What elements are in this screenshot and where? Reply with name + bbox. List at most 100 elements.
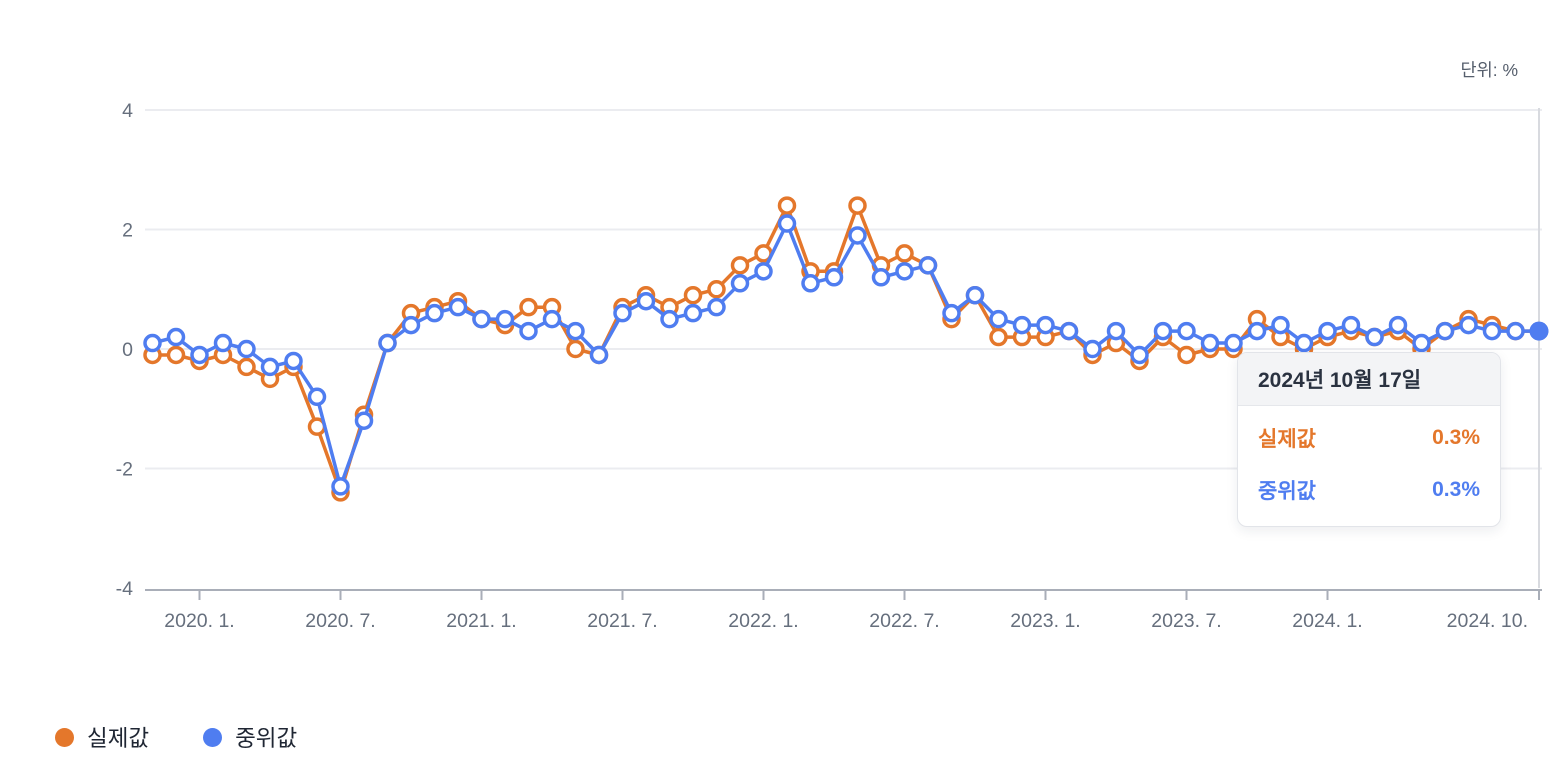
x-tick-label: 2020. 7. xyxy=(305,610,375,632)
actual-data-point[interactable] xyxy=(1177,345,1196,365)
median-data-point[interactable] xyxy=(472,309,491,329)
median-data-point[interactable] xyxy=(613,303,632,323)
median-data-point[interactable] xyxy=(589,345,609,365)
legend-dot-median-icon xyxy=(203,727,223,747)
unit-label: 단위: % xyxy=(1460,60,1518,80)
x-tick-label: 2021. 7. xyxy=(587,610,657,632)
x-tick-label: 2022. 7. xyxy=(869,610,939,632)
median-data-point[interactable] xyxy=(378,333,397,353)
median-data-point[interactable] xyxy=(1318,321,1337,341)
median-data-point[interactable] xyxy=(542,309,562,329)
median-data-point[interactable] xyxy=(448,297,468,317)
actual-data-point[interactable] xyxy=(566,339,585,359)
median-data-point[interactable] xyxy=(1083,339,1102,359)
y-tick-label: -2 xyxy=(116,459,133,481)
tooltip-row-actual: 실제값 0.3% xyxy=(1238,412,1500,464)
median-data-point[interactable] xyxy=(1036,315,1055,335)
median-data-point[interactable] xyxy=(777,214,797,233)
median-data-point[interactable] xyxy=(707,297,726,317)
median-data-point[interactable] xyxy=(871,268,891,287)
median-data-point[interactable] xyxy=(1200,333,1220,353)
y-tick-label: -4 xyxy=(116,578,133,600)
median-data-point[interactable] xyxy=(1482,321,1502,341)
y-tick-label: 2 xyxy=(122,220,133,242)
x-tick-label: 2020. 1. xyxy=(164,610,234,632)
median-data-point[interactable] xyxy=(260,357,280,377)
median-data-point[interactable] xyxy=(331,477,350,496)
tooltip-row-median: 중위값 0.3% xyxy=(1238,464,1500,516)
actual-data-point[interactable] xyxy=(895,244,914,263)
legend-item-median[interactable]: 중위값 xyxy=(203,721,297,753)
y-tick-label: 0 xyxy=(122,339,133,361)
median-data-point[interactable] xyxy=(401,315,421,335)
actual-data-point[interactable] xyxy=(166,345,186,365)
line-chart[interactable]: 2020. 1. 2020. 7. 2021. 1. 2021. 7. 2022. 1.… xyxy=(0,0,1560,660)
actual-data-point[interactable] xyxy=(683,285,703,305)
active-point-dot[interactable] xyxy=(1529,321,1549,341)
median-data-point[interactable] xyxy=(1341,315,1361,335)
median-data-point[interactable] xyxy=(660,309,679,329)
median-data-point[interactable] xyxy=(636,291,656,311)
legend-item-actual[interactable]: 실제값 xyxy=(55,721,149,753)
median-data-point[interactable] xyxy=(237,339,256,359)
median-data-point[interactable] xyxy=(425,303,444,323)
actual-data-point[interactable] xyxy=(730,256,750,275)
legend-label-actual: 실제값 xyxy=(87,726,150,751)
median-data-point[interactable] xyxy=(1224,333,1243,353)
legend-label-median: 중위값 xyxy=(235,726,298,751)
tooltip-date: 2024년 10월 17일 xyxy=(1238,353,1500,406)
x-tick-label: 2021. 1. xyxy=(446,610,516,632)
median-data-point[interactable] xyxy=(566,321,585,341)
median-data-point[interactable] xyxy=(754,262,773,281)
median-data-point[interactable] xyxy=(1294,333,1314,353)
median-data-point[interactable] xyxy=(519,321,538,341)
median-data-point[interactable] xyxy=(284,351,303,371)
legend-dot-actual-icon xyxy=(55,727,74,747)
actual-data-point[interactable] xyxy=(707,280,726,299)
median-data-point[interactable] xyxy=(1388,315,1408,335)
median-data-point[interactable] xyxy=(1059,321,1079,341)
median-data-point[interactable] xyxy=(1412,333,1431,353)
median-data-point[interactable] xyxy=(307,387,327,407)
x-tick-label: 2022. 1. xyxy=(728,610,798,632)
actual-data-point[interactable] xyxy=(237,357,256,377)
tooltip-value-actual: 0.3% xyxy=(1432,426,1480,449)
median-data-point[interactable] xyxy=(730,274,750,293)
median-data-point[interactable] xyxy=(1153,321,1173,341)
median-data-point[interactable] xyxy=(1247,321,1267,341)
median-data-point[interactable] xyxy=(1130,345,1149,365)
median-data-point[interactable] xyxy=(213,333,233,353)
median-data-point[interactable] xyxy=(683,303,703,323)
actual-data-point[interactable] xyxy=(519,297,538,317)
median-data-point[interactable] xyxy=(1435,321,1455,341)
median-data-point[interactable] xyxy=(942,303,961,323)
median-data-point[interactable] xyxy=(1459,315,1478,335)
median-data-point[interactable] xyxy=(166,327,186,347)
median-data-point[interactable] xyxy=(801,274,820,293)
median-data-point[interactable] xyxy=(824,268,844,287)
y-tick-label: 4 xyxy=(122,100,133,122)
actual-data-point[interactable] xyxy=(777,196,797,215)
tooltip-rows: 실제값 0.3% 중위값 0.3% xyxy=(1238,406,1500,526)
median-data-point[interactable] xyxy=(354,411,374,430)
median-data-point[interactable] xyxy=(1012,315,1032,335)
median-data-point[interactable] xyxy=(895,262,914,281)
median-data-point[interactable] xyxy=(1177,321,1196,341)
tooltip-label-median: 중위값 xyxy=(1258,480,1316,503)
x-tick-label: 2023. 1. xyxy=(1010,610,1080,632)
x-tick-label: 2024. 1. xyxy=(1292,610,1362,632)
median-data-point[interactable] xyxy=(1271,315,1290,335)
median-data-point[interactable] xyxy=(1506,321,1525,341)
median-data-point[interactable] xyxy=(143,333,162,353)
median-data-point[interactable] xyxy=(190,345,209,365)
median-data-point[interactable] xyxy=(989,309,1008,329)
median-data-point[interactable] xyxy=(1106,321,1126,341)
median-data-point[interactable] xyxy=(495,309,515,329)
median-data-point[interactable] xyxy=(918,256,938,275)
actual-data-point[interactable] xyxy=(989,327,1008,347)
median-data-point[interactable] xyxy=(848,226,867,245)
actual-data-point[interactable] xyxy=(848,196,867,215)
median-data-point[interactable] xyxy=(965,285,985,305)
median-data-point[interactable] xyxy=(1365,327,1384,347)
legend: 실제값 중위값 xyxy=(55,721,297,753)
